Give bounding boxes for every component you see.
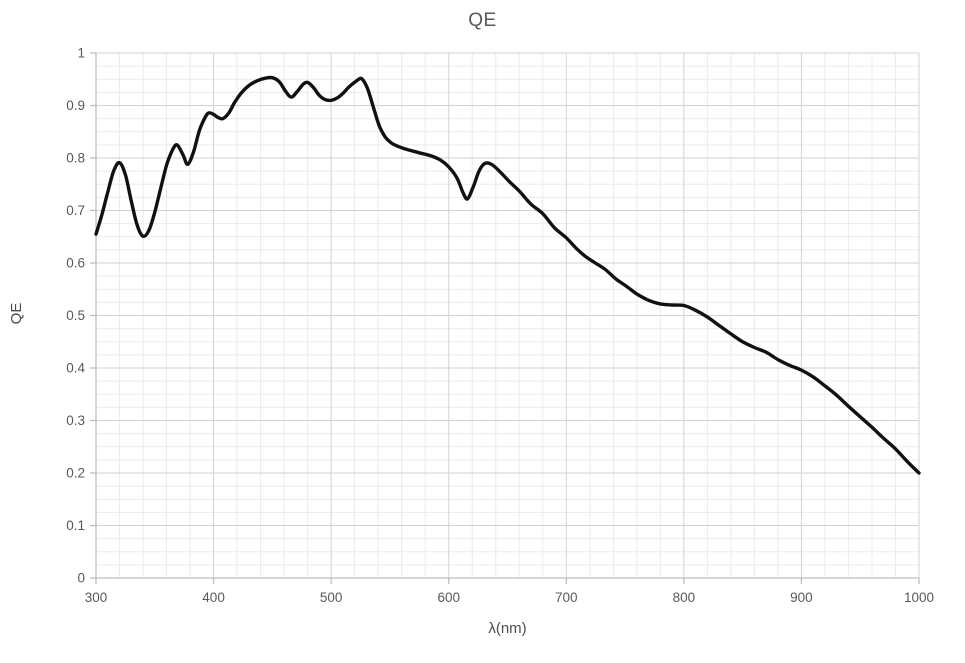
x-tick-label: 300 [85,590,108,605]
y-tick-label: 0.6 [66,256,85,271]
y-tick-label: 0.3 [66,413,85,428]
x-tick-label: 1000 [904,590,934,605]
x-tick-label: 900 [790,590,813,605]
x-tick-label: 400 [202,590,225,605]
y-tick-label: 0.4 [66,361,85,376]
y-tick-label: 0.5 [66,308,85,323]
y-tick-label: 0.1 [66,518,85,533]
x-tick-label: 700 [555,590,578,605]
x-tick-label: 500 [320,590,343,605]
x-tick-label: 800 [673,590,696,605]
y-axis-title: QE [8,302,25,325]
y-tick-label: 1 [77,46,85,61]
y-tick-label: 0.8 [66,151,85,166]
y-tick-label: 0.9 [66,98,85,113]
y-tick-label: 0.7 [66,203,85,218]
x-tick-label: 600 [437,590,460,605]
y-tick-label: 0 [77,571,85,586]
chart-title: QE [468,10,497,31]
qe-curve [94,75,921,475]
x-axis-title: λ(nm) [488,620,527,637]
y-tick-label: 0.2 [66,466,85,481]
